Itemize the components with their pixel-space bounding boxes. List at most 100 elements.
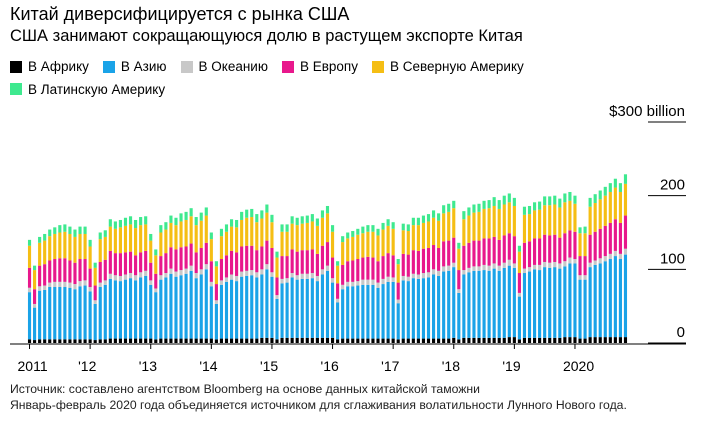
bar-segment [53,287,57,340]
bar-segment [533,210,537,239]
bar-segment [396,282,400,300]
bar-segment [618,337,622,343]
bar-segment [351,281,355,287]
bar-segment [260,218,264,247]
bar-segment [336,298,340,303]
bar-segment [224,231,229,256]
bar-segment [608,337,612,343]
bar-segment [245,270,249,276]
bar-segment [43,240,47,265]
bar-segment [391,255,395,278]
bar-segment [310,214,314,222]
bar-segment [93,340,97,343]
bar-segment [623,215,628,249]
bar-segment [563,233,567,262]
bar-segment [93,303,97,341]
bar-segment [568,230,572,258]
bar-segment [527,271,532,338]
bar-segment [199,247,203,270]
bar-segment [240,338,244,343]
bar-segment [184,273,188,339]
bar-segment [487,270,491,338]
bar-segment [452,337,456,343]
bar-segment [512,205,516,237]
legend-item: В Европу [281,56,358,77]
bar-segment [204,264,208,270]
bar-segment [189,265,193,271]
bar-segment [73,339,77,343]
bar-segment [356,281,360,286]
bar-segment [174,276,178,339]
bar-segment [73,284,77,290]
bar-segment [578,227,582,234]
bar-segment [38,236,42,243]
bar-segment [235,219,239,228]
bar-segment [613,250,617,257]
bar-segment [452,208,456,238]
bar-segment [58,258,62,282]
bar-segment [623,183,628,216]
bar-segment [199,338,203,343]
bar-segment [361,257,365,280]
bar-segment [108,338,112,343]
bar-segment [482,208,486,239]
bar-segment [330,278,335,283]
bar-segment [341,236,345,243]
bar-segment [421,273,426,279]
bar-segment [255,272,259,278]
bar-segment [527,205,532,215]
bar-segment [134,275,138,281]
bar-segment [527,214,532,242]
bar-segment [144,224,148,251]
bar-segment [543,337,547,343]
bar-segment [194,225,198,253]
bar-segment [83,280,87,286]
legend-swatch [10,83,22,95]
bar-segment [538,209,542,239]
bar-segment [219,338,224,343]
bar-segment [123,338,128,343]
bar-segment [361,279,365,285]
bar-segment [593,337,597,343]
bar-segment [371,257,375,280]
bar-segment [144,250,148,271]
bar-segment [275,257,279,278]
bar-segment [346,261,350,282]
bar-segment [431,269,436,275]
bar-segment [467,267,471,273]
bar-segment [113,221,117,229]
bar-segment [320,337,325,343]
bar-segment [593,264,597,338]
bar-segment [285,256,289,279]
bar-segment [447,203,451,212]
bar-segment [411,338,415,343]
bar-segment [426,272,431,278]
bar-segment [315,337,319,343]
bar-segment [255,338,259,343]
bar-segment [189,216,193,244]
bar-segment [462,337,466,343]
bar-segment [154,339,158,343]
bar-segment [73,236,77,263]
bar-segment [583,275,587,280]
bar-segment [618,183,622,192]
bar-segment [401,280,405,339]
bar-segment [179,338,183,343]
bar-segment [573,231,577,260]
legend-swatch [371,60,384,73]
legend-label: В Азию [120,59,167,74]
bar-segment [553,204,557,235]
bar-segment [553,337,557,343]
bar-segment [315,281,319,338]
bar-segment [88,239,92,247]
bar-segment [507,265,511,338]
bar-segment [603,261,607,338]
bar-segment [421,222,426,249]
bar-segment [411,273,415,279]
bar-segment [593,231,597,261]
bar-segment [255,222,259,251]
bar-segment [245,217,249,246]
bar-segment [113,275,117,281]
bar-segment [275,339,279,343]
bar-segment [426,338,431,343]
